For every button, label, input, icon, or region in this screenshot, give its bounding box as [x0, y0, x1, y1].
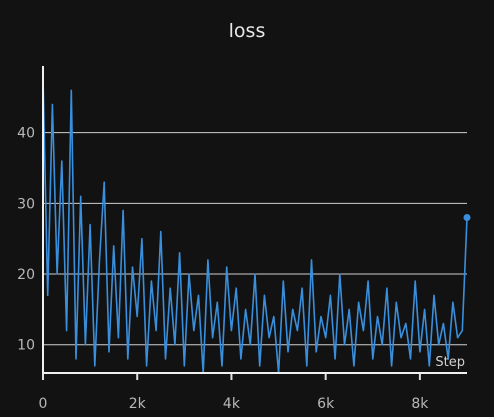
x-tick-label: 0 [39, 396, 48, 412]
y-tick-label: 30 [17, 196, 35, 212]
tick-labels: 10 20 30 40 0 2k 4k 6k 8k Step [17, 126, 465, 412]
loss-series-line [42, 76, 468, 374]
y-tick-label: 40 [17, 126, 35, 142]
series-layer [42, 76, 471, 374]
x-tick-label: 8k [411, 396, 429, 412]
x-tick-label: 4k [223, 396, 241, 412]
x-tick-label: 6k [317, 396, 335, 412]
axes [42, 66, 467, 380]
last-point-marker [463, 214, 471, 221]
chart-title: loss [228, 20, 266, 42]
y-tick-label: 20 [17, 267, 35, 283]
x-axis-label: Step [435, 355, 465, 370]
x-tick-label: 2k [129, 396, 147, 412]
grid-lines [43, 132, 467, 346]
y-tick-label: 10 [17, 338, 35, 354]
